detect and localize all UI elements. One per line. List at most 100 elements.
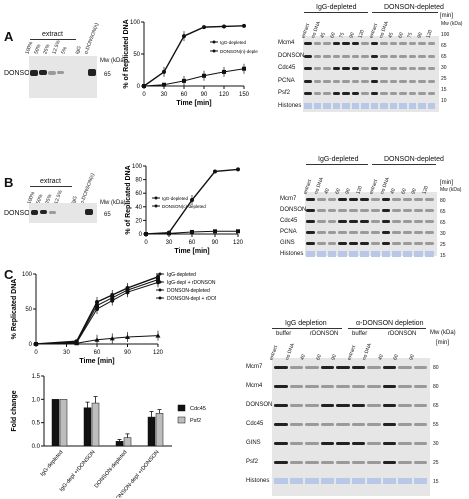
group-label-donson-a: DONSON-depleted (384, 4, 444, 11)
sub-group-label: buffer (276, 331, 292, 337)
blot-band (414, 209, 423, 212)
blot-row-label: DONSON (246, 402, 273, 408)
blot-band (370, 79, 378, 83)
y-axis-label: % of Replicated DNA (123, 19, 130, 88)
time-unit-c: [min] (436, 340, 450, 346)
blot-band (274, 404, 288, 407)
x-tick-label: 60 (94, 350, 101, 356)
blot-band (336, 366, 350, 369)
blot-band (424, 198, 434, 201)
x-tick-label: 60 (189, 240, 196, 246)
histone-band (392, 251, 402, 257)
blot-band (289, 423, 303, 426)
blot-band (351, 42, 359, 45)
blot-band (48, 71, 56, 75)
bar (83, 407, 92, 447)
blot-band (380, 79, 388, 83)
lane-label: α-DONSON(n) (83, 22, 101, 56)
blot-band (323, 42, 331, 45)
blot-band (403, 242, 412, 245)
replication-chart-b: 0 20 40 60 80 100 0 30 60 90 120 Time [min] % of Rep… (125, 164, 244, 255)
blot-band (370, 209, 380, 212)
histone-band (342, 102, 350, 109)
blot-band (305, 385, 319, 388)
blot-row-label: DONSON (280, 207, 307, 213)
data-point (162, 82, 166, 87)
lane-label: 5% (60, 46, 69, 55)
blot-band (306, 220, 315, 223)
mw-marker: Mw (kDa) (440, 187, 462, 193)
mw-marker: Mw (kDa) (441, 21, 463, 27)
y-tick-label: 50 (133, 52, 140, 58)
blot-band (336, 442, 350, 445)
legend-label: IgG-depleted (167, 272, 196, 278)
group-bracket (272, 328, 342, 329)
blot-band (304, 54, 312, 58)
series-line (35, 335, 159, 345)
blot-band (338, 242, 348, 245)
time-unit-a: [min] (440, 13, 454, 19)
blot-band (342, 42, 350, 45)
y-tick-label: 100 (132, 164, 143, 170)
group-bracket (372, 164, 436, 165)
mw-marker: 80 (433, 365, 439, 371)
blot-band (389, 67, 397, 70)
histone-band (413, 478, 427, 484)
data-point (236, 167, 240, 172)
lane-label: 50% (33, 43, 43, 55)
blot-band (40, 210, 47, 214)
group-label-igg-b: IgG-depleted (318, 156, 359, 163)
blot-band (88, 69, 96, 76)
blot-band (408, 67, 416, 70)
blot-band (342, 67, 350, 70)
y-tick-label: 20 (135, 218, 142, 224)
mw-marker: 65 (440, 220, 446, 226)
blot-band (320, 385, 334, 388)
y-tick-label: 80 (135, 178, 142, 184)
panel-label-a: A (4, 29, 14, 44)
bar (147, 416, 156, 447)
histone-band (399, 102, 407, 109)
data-point (242, 23, 246, 28)
histone-band (382, 478, 396, 484)
blot-band (381, 220, 391, 223)
western-blot-a-right (303, 36, 439, 112)
blot-row-label: Cdc45 (280, 218, 298, 224)
histone-band (408, 102, 416, 109)
blot-band (427, 79, 435, 83)
histone-band (306, 251, 315, 257)
blot-band (370, 67, 378, 70)
histone-band (323, 102, 331, 109)
legend-marker (158, 288, 162, 292)
y-tick-label: 40 (135, 205, 142, 211)
blot-band (351, 423, 365, 426)
mw-marker: 15 (433, 479, 439, 485)
y-axis-label: Fold change (11, 390, 18, 431)
group-label-donson-c: α-DONSON depletion (356, 320, 424, 327)
data-point (74, 340, 79, 345)
extract-bracket-a (30, 39, 76, 40)
y-tick-label: 1.5 (32, 374, 41, 380)
blot-band (427, 92, 435, 95)
histone-band (351, 102, 359, 109)
blot-band (338, 198, 348, 201)
blot-band (382, 442, 396, 445)
legend-label: DONSON(n)-depleted (220, 49, 258, 54)
western-blot-a (29, 56, 97, 98)
y-tick-label: 0.5 (32, 421, 41, 427)
blot-band (408, 79, 416, 83)
blot-band (323, 79, 331, 83)
blot-row-label: GINS (246, 440, 261, 446)
blot-band (427, 42, 435, 45)
x-tick-label: 30 (166, 240, 173, 246)
extract-label-b: extract (40, 178, 62, 185)
x-tick-label: 90 (201, 92, 208, 98)
group-bracket (372, 12, 438, 13)
series-line (143, 68, 245, 87)
blot-band (398, 366, 412, 369)
mw-marker: 55 (433, 422, 439, 428)
blot-band (342, 54, 350, 58)
blot-label-b: DONSON (4, 210, 35, 217)
x-tick-label: 150 (239, 92, 250, 98)
blot-band (313, 92, 321, 95)
